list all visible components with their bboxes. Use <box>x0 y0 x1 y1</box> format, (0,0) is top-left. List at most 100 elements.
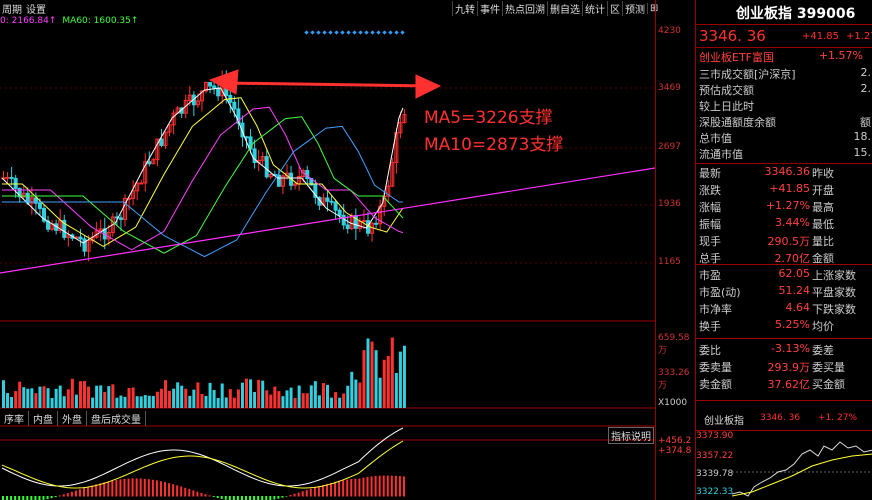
macd-line <box>1 427 404 487</box>
event-mark <box>316 30 321 35</box>
quote-row[interactable]: 最新 3346.36 昨收 <box>696 165 872 181</box>
ma-lines <box>1 87 404 258</box>
macd-bar <box>220 496 223 499</box>
macd-bar <box>285 496 288 497</box>
macd-bar <box>172 484 175 497</box>
panel-price: 3346. 36 <box>699 27 766 45</box>
candle <box>110 216 115 233</box>
remove-watchlist-button[interactable]: 删自选 <box>547 0 582 16</box>
quote-value: 3.44% <box>775 216 810 229</box>
event-mark <box>328 30 333 35</box>
quote-row[interactable]: 涨幅 +1.27% 最高 <box>696 199 872 215</box>
volume-bar <box>83 381 86 408</box>
info-row[interactable]: 三市成交额[沪深京] 2. <box>696 66 872 82</box>
candle <box>139 182 144 185</box>
info-label: 三市成交额[沪深京] <box>699 68 796 81</box>
quote-row[interactable]: 换手 5.25% 均价 <box>696 318 872 334</box>
quote-panel: 创业板指 399006 3346. 36 +41.85 +1.27 创业板ETF… <box>695 0 872 500</box>
macd-bar <box>168 483 171 497</box>
toolbar-settings[interactable]: 设置 <box>26 4 46 16</box>
volume-bar <box>196 382 200 408</box>
volume-bar <box>212 390 216 408</box>
macd-bar <box>62 494 65 497</box>
info-row[interactable]: 总市值 18. <box>696 130 872 146</box>
macd-bar <box>330 482 333 497</box>
info-row[interactable]: 流通市值 15. <box>696 146 872 162</box>
kline-chart[interactable] <box>0 28 655 500</box>
volume-bar <box>54 388 58 408</box>
toolbar-period[interactable]: 周期 <box>2 4 22 16</box>
etf-row[interactable]: 创业板ETF富国 +1.57% <box>696 49 872 65</box>
tab-events[interactable]: 事件 <box>477 0 502 16</box>
mini-chart[interactable] <box>732 432 872 500</box>
volume-bar <box>297 385 301 408</box>
mini-price: 3346. 36 <box>760 413 801 423</box>
candle <box>42 207 46 222</box>
macd-bar <box>354 478 357 497</box>
macd-bar <box>204 494 207 497</box>
candle <box>123 197 127 220</box>
quote-row[interactable]: 卖金额 37.62亿 买金额 <box>696 376 872 392</box>
mini-tick: 3357.22 <box>696 451 734 461</box>
volume-bar <box>180 385 184 408</box>
volume-bar <box>228 389 232 408</box>
quote-row[interactable]: 市净率 4.64 下跌家数 <box>696 301 872 317</box>
ma-line <box>2 97 404 247</box>
macd-bar <box>176 485 179 497</box>
quote-row[interactable]: 市盈 62.05 上涨家数 <box>696 267 872 283</box>
quote-row[interactable]: 振幅 3.44% 最低 <box>696 216 872 232</box>
quote-row[interactable]: 涨跌 +41.85 开盘 <box>696 182 872 198</box>
volume-bar <box>159 388 163 408</box>
info-row[interactable]: 深股通额度余额 额 <box>696 114 872 130</box>
volume-bar <box>168 390 172 408</box>
quote-label2: 量比 <box>812 235 834 248</box>
indicator-help-button[interactable]: 指标说明 <box>608 427 654 444</box>
macd-bar <box>111 480 114 497</box>
tab-stats[interactable]: 统计 <box>582 0 607 16</box>
tab-forecast[interactable]: 预测 <box>622 0 647 16</box>
macd-bar <box>30 496 33 500</box>
volume-bar <box>66 389 70 408</box>
tab-outer[interactable]: 外盘 <box>58 410 87 426</box>
quote-row[interactable]: 委卖量 293.9万 委买量 <box>696 359 872 375</box>
macd-bar <box>155 480 158 497</box>
macd-bar <box>188 489 191 497</box>
quote-row[interactable]: 委比 -3.13% 委差 <box>696 342 872 358</box>
volume-bar <box>265 390 269 408</box>
event-mark <box>400 30 405 35</box>
quote-value: 62.05 <box>778 267 811 280</box>
macd-bar <box>123 478 126 497</box>
quote-label: 委比 <box>699 344 721 357</box>
candles <box>1 70 407 262</box>
volume-bar <box>386 356 390 408</box>
info-row[interactable]: 较上日此时 <box>696 98 872 114</box>
candle <box>66 234 71 238</box>
quote-row[interactable]: 总手 2.70亿 金额 <box>696 250 872 266</box>
macd-bar <box>326 483 328 497</box>
price-axis: 4230 3469 2697 1936 1165 659.58万 333.26万… <box>655 0 695 500</box>
price-tick: 1936 <box>658 199 681 209</box>
candle <box>5 176 10 179</box>
quote-row[interactable]: 市盈(动) 51.24 平盘家数 <box>696 284 872 300</box>
volume-bar <box>330 397 334 408</box>
quote-label: 市盈 <box>699 269 721 282</box>
candle <box>187 94 192 101</box>
volume-bar <box>289 387 293 408</box>
candle <box>333 201 338 211</box>
tab-rate[interactable]: 序率 <box>0 410 29 426</box>
volume-bar <box>204 395 208 408</box>
quote-row[interactable]: 现手 290.5万 量比 <box>696 233 872 249</box>
tab-hot-review[interactable]: 热点回溯 <box>502 0 547 16</box>
event-mark <box>358 30 363 35</box>
tab-after-hours[interactable]: 盘后成交量 <box>87 410 146 426</box>
tab-inner[interactable]: 内盘 <box>29 410 58 426</box>
grid-icon[interactable]: ⊞ <box>647 2 660 14</box>
tab-jiuzhuan[interactable]: 九转 <box>452 0 477 16</box>
volume-bar <box>293 397 297 408</box>
info-row[interactable]: 预估成交额 2. <box>696 82 872 98</box>
mini-tick: 3339.78 <box>696 469 734 479</box>
tab-region[interactable]: 区 <box>607 0 622 16</box>
candle <box>240 122 245 138</box>
event-mark <box>334 30 339 35</box>
info-value: 2. <box>860 82 872 95</box>
